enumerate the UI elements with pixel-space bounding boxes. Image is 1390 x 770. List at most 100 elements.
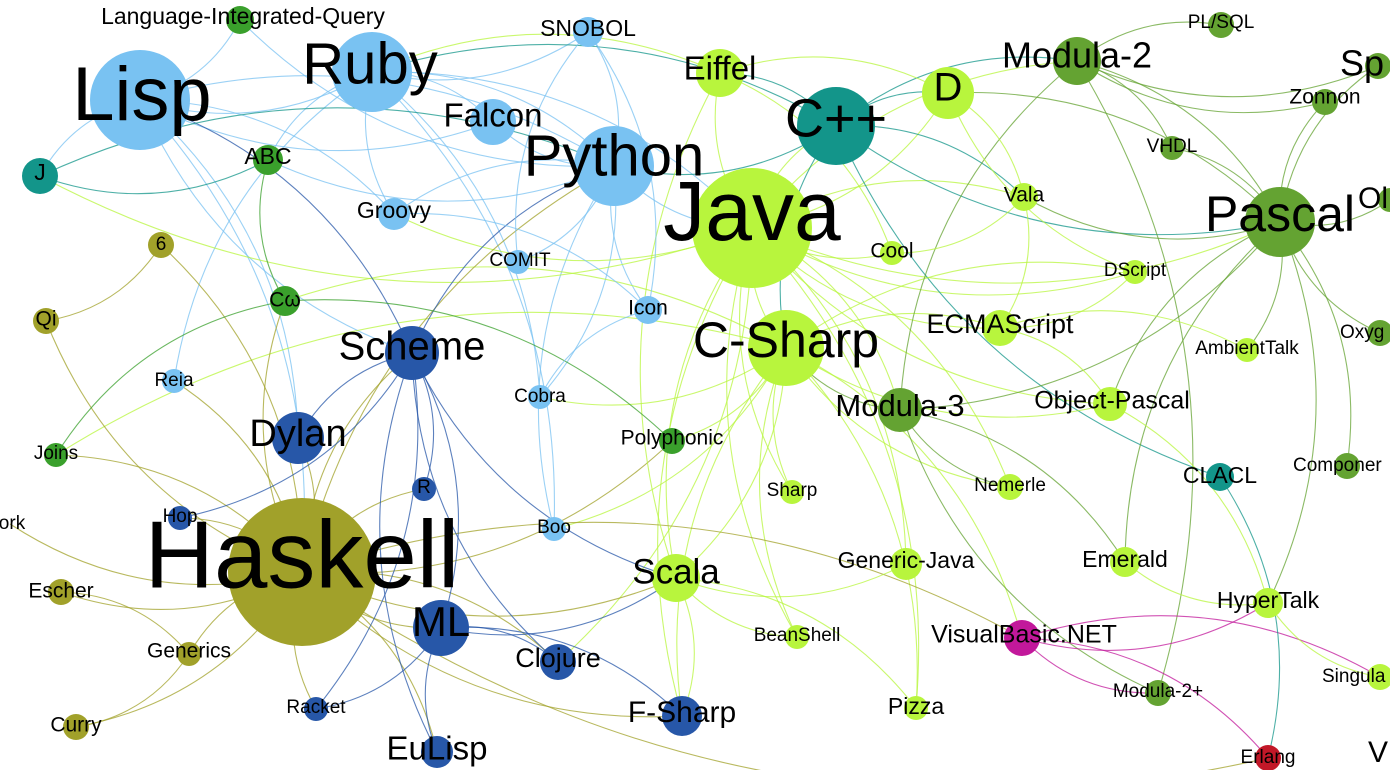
edge-cpp-ruby bbox=[371, 43, 837, 127]
node-ruby[interactable] bbox=[332, 32, 412, 112]
node-dscript[interactable] bbox=[1123, 260, 1147, 284]
node-erlang[interactable] bbox=[1255, 745, 1281, 770]
edge-vbnet-modula2p bbox=[1021, 637, 1159, 694]
edge-modula3-emerald bbox=[899, 409, 1126, 563]
node-snobol[interactable] bbox=[573, 17, 603, 47]
node-generics[interactable] bbox=[177, 642, 201, 666]
node-ecmascript[interactable] bbox=[982, 310, 1018, 346]
node-emerald[interactable] bbox=[1110, 547, 1140, 577]
node-label-curry: Curry bbox=[50, 714, 102, 737]
node-cool[interactable] bbox=[880, 241, 904, 265]
node-label-dscript: DScript bbox=[1104, 260, 1167, 281]
node-six[interactable] bbox=[148, 232, 174, 258]
node-oxygene[interactable] bbox=[1367, 320, 1390, 346]
node-abc[interactable] bbox=[253, 145, 283, 175]
node-ml[interactable] bbox=[413, 600, 469, 656]
node-label-vala: Vala bbox=[1004, 184, 1045, 207]
node-d[interactable] bbox=[922, 67, 974, 119]
node-reia[interactable] bbox=[162, 369, 186, 393]
edge-comit-snobol bbox=[515, 31, 589, 263]
edge-scheme-lisp bbox=[139, 99, 413, 354]
node-label-eulisp: EuLisp bbox=[387, 730, 488, 767]
node-hop[interactable] bbox=[168, 506, 192, 530]
node-pizza[interactable] bbox=[904, 696, 928, 720]
node-label-dylan: Dylan bbox=[249, 413, 346, 455]
edge-lisp-haskell bbox=[139, 99, 306, 573]
node-haskell[interactable] bbox=[228, 498, 376, 646]
node-comit[interactable] bbox=[506, 250, 530, 274]
node-java[interactable] bbox=[692, 168, 812, 288]
node-label-modula3: Modula-3 bbox=[835, 388, 964, 423]
node-modula2[interactable] bbox=[1053, 37, 1101, 85]
node-escher[interactable] bbox=[48, 579, 74, 605]
node-j[interactable] bbox=[22, 158, 58, 194]
node-label-comit: COMIT bbox=[489, 250, 551, 271]
node-label-objpascal: Object-Pascal bbox=[1034, 387, 1190, 415]
node-sharp[interactable] bbox=[780, 480, 804, 504]
node-hypertalk[interactable] bbox=[1253, 588, 1283, 618]
node-beanshell[interactable] bbox=[785, 625, 809, 649]
node-sp[interactable] bbox=[1365, 53, 1390, 79]
edge-lisp-dylan bbox=[139, 99, 299, 439]
node-vbnet[interactable] bbox=[1004, 620, 1040, 656]
edge-cpp-pascal bbox=[835, 125, 1281, 236]
node-component[interactable] bbox=[1334, 453, 1360, 479]
node-cobra[interactable] bbox=[528, 385, 552, 409]
edge-scheme-scala bbox=[411, 352, 677, 579]
edge-java-pascal bbox=[751, 221, 1281, 284]
node-label-cw: Cω bbox=[269, 289, 301, 312]
node-polyphonic[interactable] bbox=[659, 428, 685, 454]
node-curry[interactable] bbox=[63, 714, 89, 740]
node-genjava[interactable] bbox=[890, 548, 922, 580]
edge-cpp-clacl bbox=[835, 125, 1221, 478]
node-ambienttalk[interactable] bbox=[1235, 338, 1259, 362]
node-zonnon[interactable] bbox=[1312, 89, 1338, 115]
node-icon[interactable] bbox=[634, 296, 662, 324]
node-vhdl[interactable] bbox=[1160, 136, 1184, 160]
node-eulisp[interactable] bbox=[421, 736, 453, 768]
node-racket[interactable] bbox=[304, 697, 328, 721]
node-python[interactable] bbox=[574, 126, 654, 206]
node-falcon[interactable] bbox=[470, 99, 516, 145]
node-label-sp: Sp bbox=[1340, 43, 1384, 84]
node-nemerle[interactable] bbox=[997, 474, 1023, 500]
node-objpascal[interactable] bbox=[1093, 387, 1127, 421]
node-modula3[interactable] bbox=[878, 388, 922, 432]
node-qi[interactable] bbox=[33, 308, 59, 334]
node-cpp[interactable] bbox=[797, 87, 875, 165]
node-boo[interactable] bbox=[542, 517, 566, 541]
node-singular[interactable] bbox=[1367, 664, 1390, 690]
edge-scheme-ml bbox=[411, 352, 460, 629]
node-pascal[interactable] bbox=[1245, 187, 1315, 257]
node-cw[interactable] bbox=[270, 286, 300, 316]
node-fsharp[interactable] bbox=[662, 696, 702, 736]
node-label-fsharp: F-Sharp bbox=[628, 696, 736, 729]
node-dylan[interactable] bbox=[272, 412, 324, 464]
edge-csharp-pizza bbox=[785, 347, 918, 709]
edge-ecmascript-ambienttalk bbox=[999, 310, 1248, 351]
node-r[interactable] bbox=[412, 477, 436, 501]
node-joins[interactable] bbox=[44, 443, 68, 467]
node-csharp[interactable] bbox=[748, 310, 824, 386]
node-eiffel[interactable] bbox=[696, 49, 744, 97]
node-groovy[interactable] bbox=[378, 198, 410, 230]
node-scala[interactable] bbox=[652, 554, 700, 602]
node-modula2p[interactable] bbox=[1145, 680, 1171, 706]
node-label-joins: Joins bbox=[34, 443, 78, 464]
node-clojure[interactable] bbox=[540, 644, 576, 680]
node-clacl[interactable] bbox=[1206, 463, 1234, 491]
edge-ml-scala bbox=[440, 577, 677, 636]
edge-icon-cobra bbox=[539, 309, 649, 398]
edge-ecmascript-dscript bbox=[999, 271, 1136, 329]
node-ol[interactable] bbox=[1378, 188, 1390, 212]
node-plsql[interactable] bbox=[1208, 12, 1234, 38]
node-lisp[interactable] bbox=[90, 50, 190, 150]
node-vala[interactable] bbox=[1010, 183, 1038, 211]
node-scheme[interactable] bbox=[385, 326, 439, 380]
node-label-scala: Scala bbox=[632, 552, 720, 591]
edge-vbnet-erlang bbox=[1021, 637, 1269, 759]
node-liq[interactable] bbox=[226, 6, 254, 34]
edge-modula3-modula2p bbox=[899, 409, 1159, 694]
